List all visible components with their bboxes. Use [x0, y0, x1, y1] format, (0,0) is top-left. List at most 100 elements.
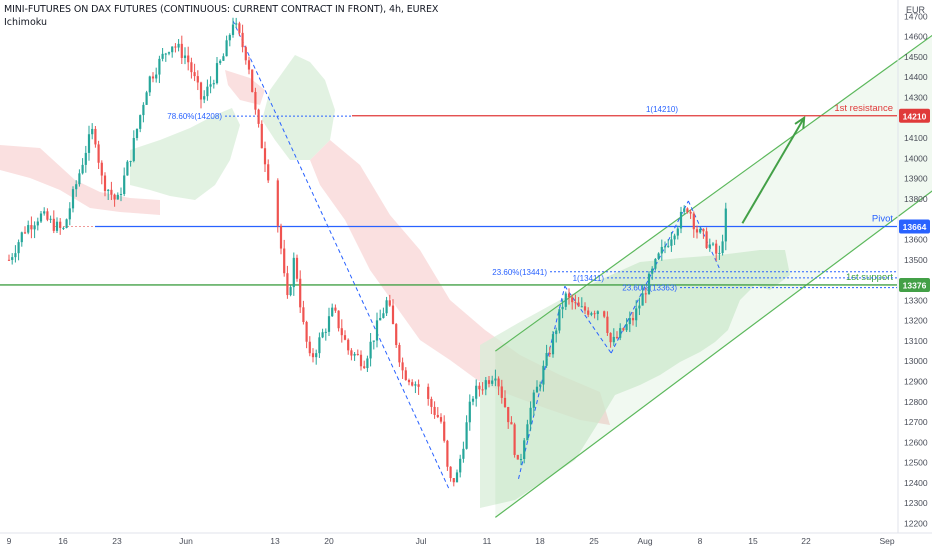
candle-body [84, 152, 87, 165]
candle-body [49, 218, 52, 220]
candle-body [43, 211, 46, 214]
candle-body [427, 386, 430, 399]
candle-body [276, 180, 279, 226]
price-badge-label: 13376 [903, 280, 927, 290]
candle-body [587, 310, 590, 315]
candle-body [241, 32, 244, 48]
candle-body [465, 422, 468, 449]
candle-body [257, 109, 260, 124]
chart-title: MINI-FUTURES ON DAX FUTURES (CONTINUOUS:… [4, 4, 439, 15]
candle-body [23, 232, 27, 234]
time-tick-label: Aug [637, 536, 652, 546]
candle-body [100, 162, 103, 176]
time-tick-label: Sep [879, 536, 894, 546]
candle-body [215, 63, 219, 84]
candle-body [555, 330, 558, 335]
cloud-bull-1 [262, 55, 335, 160]
candle-body [382, 313, 385, 318]
candle-body [59, 221, 62, 228]
price-tick-label: 14500 [904, 52, 928, 62]
candle-body [183, 55, 187, 58]
candle-body [519, 459, 523, 461]
candle-body [292, 257, 295, 288]
candle-body [308, 341, 311, 354]
candle-body [318, 337, 321, 354]
candle-body [398, 344, 401, 363]
candle-body [62, 227, 65, 229]
price-badges: 14210 13664 13376 [899, 108, 930, 292]
time-tick-label: 22 [801, 536, 811, 546]
candle-body [667, 245, 670, 247]
candle-body [78, 173, 81, 185]
candle-body [516, 454, 519, 460]
candle-body [711, 243, 715, 245]
candle-body [331, 307, 334, 317]
candle-body [263, 148, 267, 165]
candle-body [151, 76, 155, 79]
candle-body [343, 335, 347, 340]
candle-body [94, 128, 97, 145]
time-tick-label: 25 [589, 536, 599, 546]
price-tick-label: 13900 [904, 174, 928, 184]
candle-body [641, 293, 644, 306]
candle-body [523, 440, 526, 460]
fib-1-label: 1(13411) [573, 274, 605, 283]
candle-body [337, 310, 340, 329]
candle-body [721, 241, 724, 253]
candle-body [372, 340, 375, 342]
candle-body [513, 424, 516, 455]
candle-body [583, 306, 587, 311]
candle-body [212, 83, 215, 85]
price-tick-label: 13800 [904, 194, 928, 204]
candle-body [17, 242, 20, 254]
candle-body [75, 184, 78, 190]
candle-body [142, 104, 145, 116]
time-tick-label: 8 [698, 536, 703, 546]
candle-body [660, 246, 663, 254]
candle-body [177, 43, 180, 48]
candle-body [647, 273, 651, 295]
candle-body [235, 23, 238, 25]
candle-body [449, 466, 452, 479]
candle-body [433, 406, 436, 415]
candle-body [247, 60, 251, 70]
candle-body [635, 308, 638, 321]
candle-body [279, 225, 283, 249]
candle-body [91, 128, 94, 135]
time-tick-label: Jun [179, 536, 193, 546]
candle-body [68, 208, 71, 220]
candle-body [567, 293, 571, 298]
candle-body [401, 362, 404, 371]
candle-body [116, 194, 119, 200]
candle-body [443, 421, 446, 441]
price-tick-label: 12600 [904, 437, 928, 447]
candle-body [571, 297, 574, 303]
ichimoku-cloud [0, 55, 790, 508]
candle-body [254, 91, 257, 110]
price-channel [495, 34, 932, 518]
candle-body [315, 353, 318, 358]
candle-body [81, 164, 84, 174]
candle-body [590, 313, 593, 315]
time-tick-label: 11 [483, 536, 492, 546]
time-axis[interactable]: 9 16 23 Jun 13 20 Jul 11 18 25 Aug 8 15 22 Sep [0, 532, 932, 546]
cloud-bull-2 [480, 250, 790, 508]
candle-body [145, 92, 148, 105]
candle-body [676, 228, 679, 236]
candle-body [299, 278, 302, 308]
candle-body [228, 34, 231, 41]
candle-body [366, 358, 369, 369]
price-axis[interactable]: 12200 12300 12400 12500 12600 12700 12800 12900… [897, 0, 928, 533]
candle-body [503, 397, 507, 408]
candle-body [27, 225, 30, 233]
time-tick-label: 16 [58, 536, 68, 546]
candle-body [302, 307, 305, 322]
candle-body [39, 213, 43, 222]
candle-body [139, 115, 142, 129]
candle-body [129, 160, 132, 162]
candle-body [663, 246, 667, 248]
indicator-legend[interactable]: Ichimoku [4, 17, 47, 28]
candle-body [689, 212, 692, 214]
